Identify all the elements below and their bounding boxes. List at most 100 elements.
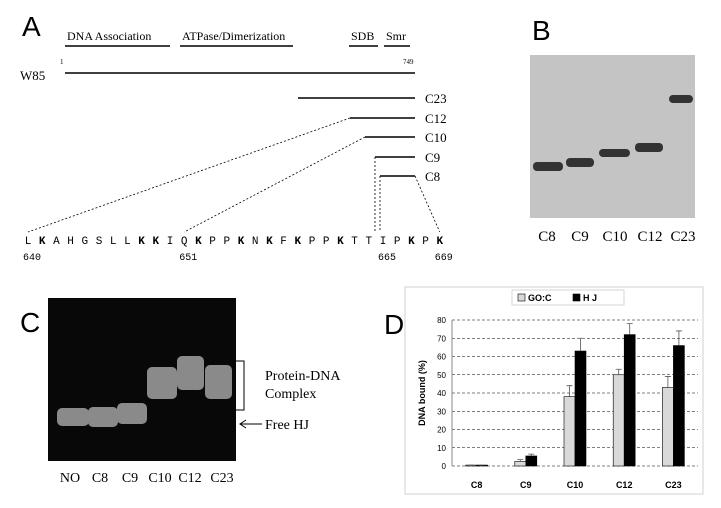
residue: K (195, 236, 202, 248)
position-number: 665 (378, 253, 396, 264)
bar (623, 334, 636, 467)
residue: N (252, 236, 259, 248)
y-tick-label: 60 (437, 353, 446, 362)
legend-swatch (517, 293, 526, 302)
band (147, 367, 177, 399)
residue: I (380, 236, 387, 248)
domain-label: DNA Association (67, 29, 151, 43)
start-number: 1 (60, 58, 64, 66)
error-bar (675, 330, 682, 346)
free-label: Free HJ (265, 418, 309, 433)
domain-label: ATPase/Dimerization (182, 29, 285, 43)
bar (563, 396, 576, 467)
residue: P (309, 236, 316, 248)
error-bar (626, 323, 633, 335)
band (117, 403, 147, 424)
y-tick-label: 30 (437, 407, 446, 416)
residue: A (53, 236, 60, 248)
legend-swatch (572, 293, 581, 302)
residue: G (81, 236, 88, 248)
fragment-label: C10 (425, 130, 447, 145)
gel-b (530, 55, 695, 218)
error-bar (528, 453, 535, 456)
residue: Q (181, 236, 188, 248)
complex-label: Protein-DNA (265, 369, 341, 384)
residue: P (223, 236, 230, 248)
residue: K (138, 236, 145, 248)
error-bar (664, 376, 671, 388)
bracket (235, 360, 245, 411)
y-tick-label: 50 (437, 371, 446, 380)
band (533, 162, 563, 171)
residue: I (167, 236, 174, 248)
residue: L (124, 236, 131, 248)
dashed-link (27, 117, 351, 233)
error-bar (566, 385, 573, 397)
fragment-label: C12 (425, 111, 447, 126)
bar (662, 387, 674, 467)
band (669, 95, 693, 103)
bar (673, 345, 685, 467)
panel-label: D (384, 309, 404, 340)
y-tick-label: 20 (437, 426, 446, 435)
legend-label: GO:C (528, 293, 552, 303)
lane-label: C10 (602, 229, 627, 245)
dashed-link (414, 175, 441, 233)
lane-label: C9 (122, 471, 138, 486)
bar (612, 374, 625, 467)
panel-label: B (532, 15, 551, 46)
y-tick-label: 0 (442, 462, 447, 471)
gel-c (48, 298, 236, 461)
residue: F (280, 236, 287, 248)
error-bar (577, 337, 584, 352)
band (599, 149, 630, 157)
fragment-label: C23 (425, 91, 447, 106)
error-bar (615, 368, 622, 375)
panel-label: A (22, 11, 41, 42)
fragment-label: C8 (425, 169, 440, 184)
lane-label: C10 (148, 471, 171, 486)
legend-label: H J (583, 293, 597, 303)
band (635, 143, 663, 152)
residue: K (39, 236, 46, 248)
bar (574, 350, 587, 467)
band (88, 407, 118, 427)
legend-box (511, 289, 625, 306)
residue: T (351, 236, 358, 248)
residue: K (152, 236, 159, 248)
residue: L (110, 236, 117, 248)
residue: P (422, 236, 429, 248)
residue: K (294, 236, 301, 248)
residue: H (67, 236, 74, 248)
position-number: 640 (23, 253, 41, 264)
bar (525, 455, 538, 467)
residue: K (238, 236, 245, 248)
complex-label: Complex (265, 387, 316, 402)
residue: K (266, 236, 273, 248)
error-bar (517, 459, 524, 462)
bar (514, 461, 527, 467)
x-tick-label: C8 (471, 480, 483, 490)
x-tick-label: C9 (520, 480, 532, 490)
residue: K (337, 236, 344, 248)
lane-label: C12 (637, 229, 662, 245)
residue: K (408, 236, 415, 248)
construct-label: W85 (20, 68, 45, 83)
residue: P (394, 236, 401, 248)
end-number: 749 (403, 58, 414, 66)
lane-label: C8 (538, 229, 556, 245)
arrow (239, 419, 262, 429)
lane-label: C8 (92, 471, 108, 486)
y-axis-label: DNA bound (%) (417, 360, 427, 426)
x-tick-label: C12 (616, 480, 633, 490)
panel-label: C (20, 307, 40, 338)
chart-frame (404, 286, 704, 495)
x-tick-label: C10 (567, 480, 584, 490)
y-tick-label: 70 (437, 334, 446, 343)
lane-label: C23 (210, 471, 233, 486)
residue: T (365, 236, 372, 248)
band (566, 158, 594, 167)
residue: L (25, 236, 32, 248)
